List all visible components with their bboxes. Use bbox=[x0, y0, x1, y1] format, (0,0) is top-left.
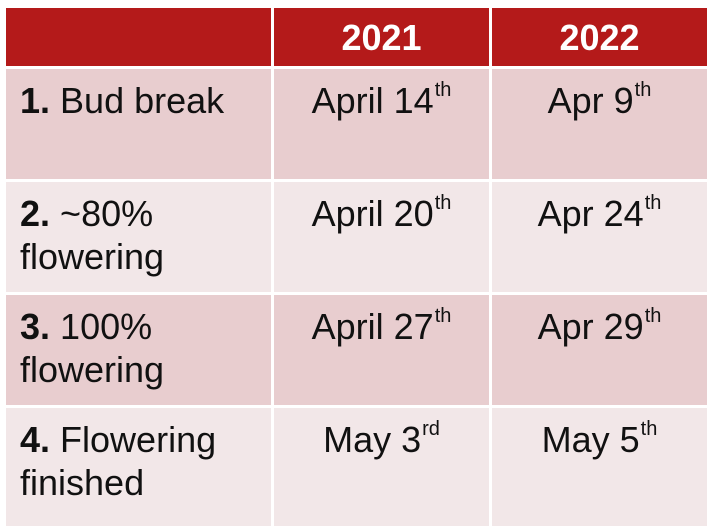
date-main: Apr 24 bbox=[537, 193, 644, 234]
stage-number: 1. bbox=[20, 80, 51, 121]
date-suffix: th bbox=[634, 79, 652, 101]
date-suffix: th bbox=[434, 79, 452, 101]
table-row: 2. ~80% flowering April 20th Apr 24th bbox=[3, 179, 710, 295]
stage-label: ~80% flowering bbox=[20, 193, 165, 277]
date-main: Apr 9 bbox=[547, 80, 634, 121]
stage-cell: 4. Flowering finished bbox=[3, 405, 274, 529]
date-2022-cell: Apr 24th bbox=[489, 179, 710, 295]
phenology-table: 2021 2022 1. Bud break April 14th Apr 9t… bbox=[3, 5, 710, 529]
stage-number: 3. bbox=[20, 306, 51, 347]
stage-cell: 3. 100% flowering bbox=[3, 292, 274, 408]
table-row: 4. Flowering finished May 3rd May 5th bbox=[3, 405, 710, 529]
date-main: April 27 bbox=[311, 306, 434, 347]
date-suffix: th bbox=[434, 192, 452, 214]
date-2021-cell: April 20th bbox=[271, 179, 492, 295]
stage-label: Flowering finished bbox=[20, 419, 217, 503]
header-blank-cell bbox=[3, 5, 274, 69]
header-2022: 2022 bbox=[489, 5, 710, 69]
date-2022-cell: Apr 9th bbox=[489, 66, 710, 182]
table-row: 3. 100% flowering April 27th Apr 29th bbox=[3, 292, 710, 408]
date-main: April 20 bbox=[311, 193, 434, 234]
stage-number: 2. bbox=[20, 193, 51, 234]
date-2021-cell: May 3rd bbox=[271, 405, 492, 529]
stage-number: 4. bbox=[20, 419, 51, 460]
table-body: 1. Bud break April 14th Apr 9th 2. ~80% … bbox=[3, 66, 710, 529]
stage-label: Bud break bbox=[60, 80, 225, 121]
date-2022-cell: May 5th bbox=[489, 405, 710, 529]
table-header: 2021 2022 bbox=[3, 5, 710, 69]
date-suffix: th bbox=[644, 192, 662, 214]
date-main: May 5 bbox=[541, 419, 640, 460]
date-2021-cell: April 14th bbox=[271, 66, 492, 182]
date-2022-cell: Apr 29th bbox=[489, 292, 710, 408]
date-suffix: th bbox=[434, 305, 452, 327]
stage-cell: 2. ~80% flowering bbox=[3, 179, 274, 295]
date-main: April 14 bbox=[311, 80, 434, 121]
header-2021: 2021 bbox=[271, 5, 492, 69]
stage-label: 100% flowering bbox=[20, 306, 165, 390]
date-main: Apr 29 bbox=[537, 306, 644, 347]
phenology-table-container: 2021 2022 1. Bud break April 14th Apr 9t… bbox=[3, 5, 710, 529]
date-main: May 3 bbox=[323, 419, 422, 460]
date-suffix: th bbox=[644, 305, 662, 327]
stage-cell: 1. Bud break bbox=[3, 66, 274, 182]
date-suffix: rd bbox=[422, 418, 440, 440]
header-row: 2021 2022 bbox=[3, 5, 710, 69]
date-suffix: th bbox=[640, 418, 658, 440]
date-2021-cell: April 27th bbox=[271, 292, 492, 408]
table-row: 1. Bud break April 14th Apr 9th bbox=[3, 66, 710, 182]
